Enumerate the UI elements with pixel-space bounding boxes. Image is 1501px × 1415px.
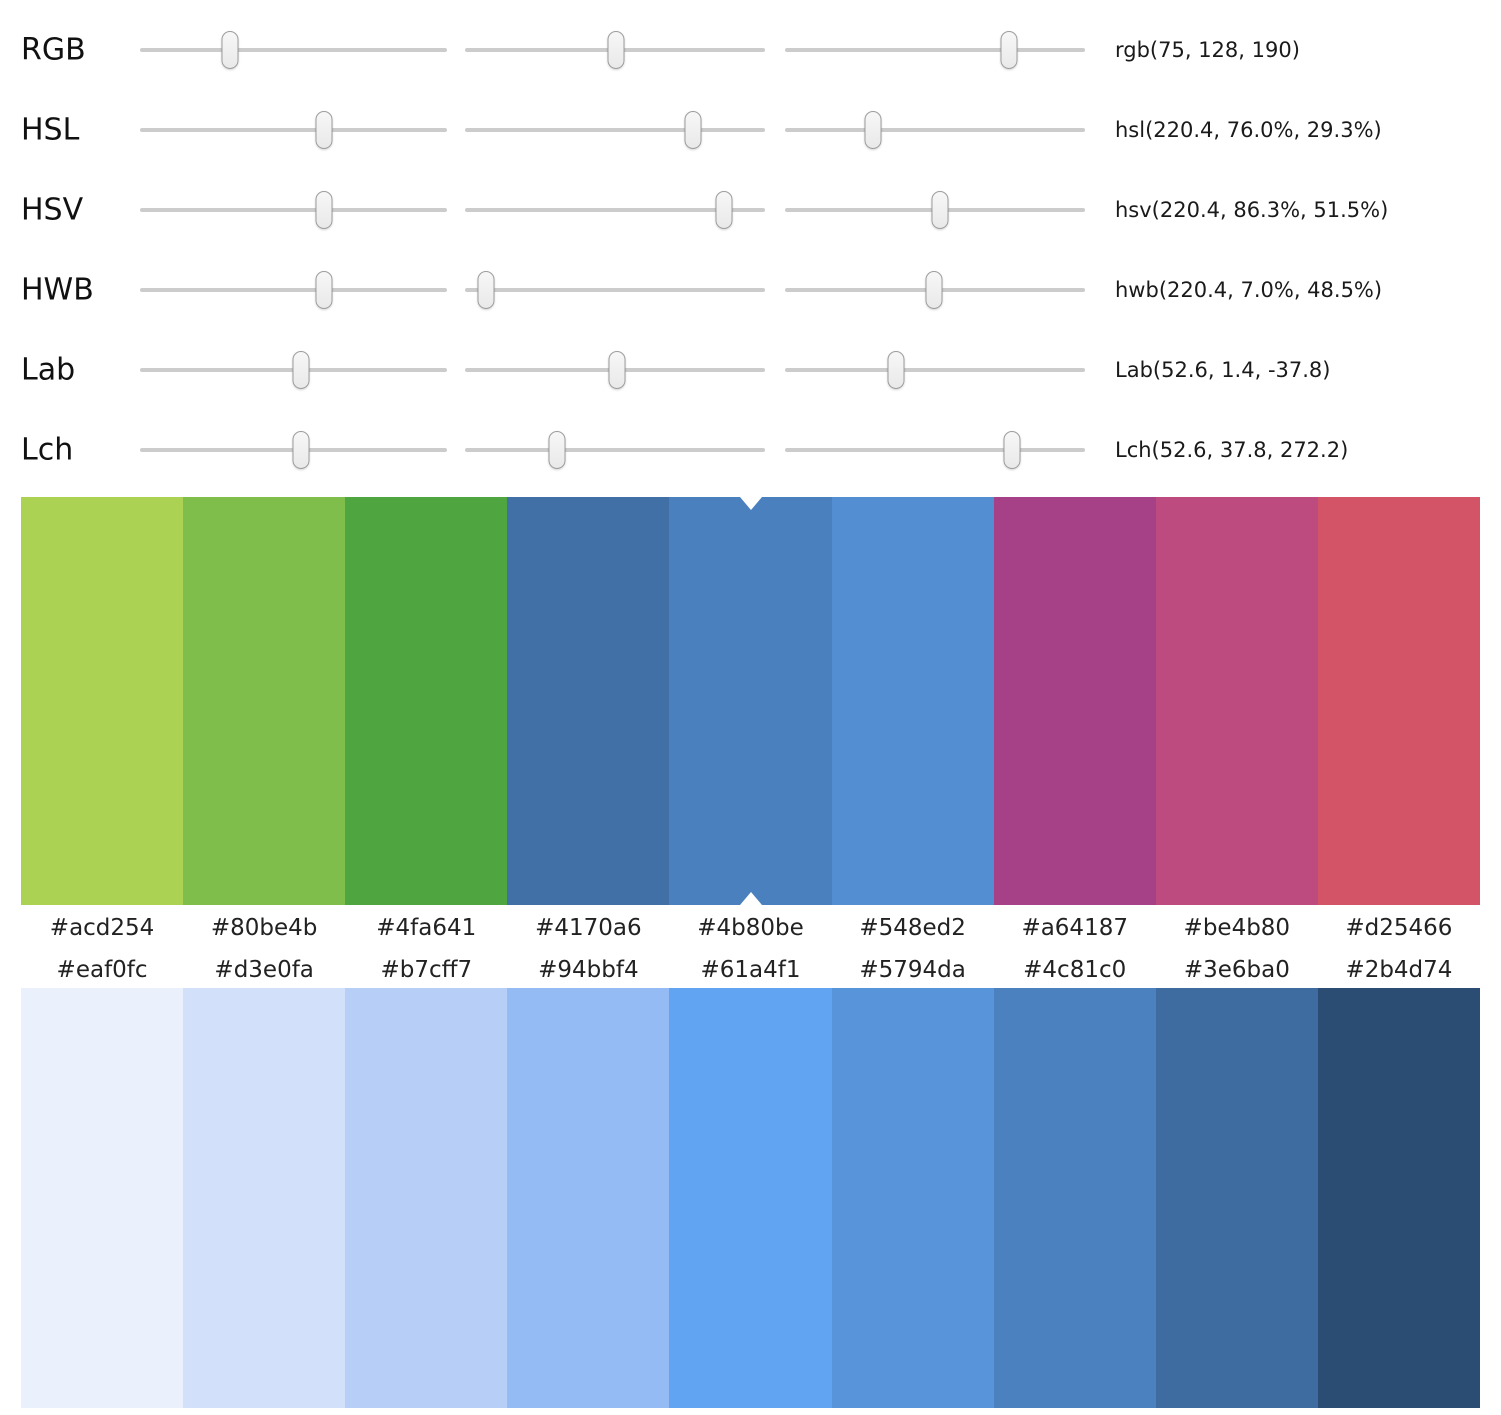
colorspace-label-hwb: HWB (21, 272, 94, 308)
lightness-swatch[interactable] (1155, 988, 1318, 1408)
slider-row-hwb: HWB hwb(220.4, 7.0%, 48.5%) (0, 250, 1501, 330)
hsv-s-slider-track[interactable] (465, 191, 765, 229)
lightness-hex-label: #61a4f1 (700, 956, 801, 983)
hue-swatch[interactable] (507, 497, 670, 905)
lightness-swatch[interactable] (831, 988, 994, 1408)
lightness-hex-label: #eaf0fc (56, 956, 148, 983)
hsv-s-slider-thumb[interactable] (715, 191, 733, 229)
hue-hex-label: #80be4b (210, 915, 318, 941)
hue-swatch[interactable] (993, 497, 1156, 905)
lightness-swatch[interactable] (21, 988, 184, 1408)
lightness-hex-labels: #eaf0fc #d3e0fa #b7cff7 #94bbf4 #61a4f1 … (21, 951, 1480, 988)
hsl-value-text: hsl(220.4, 76.0%, 29.3%) (1115, 118, 1382, 142)
hue-hex-label: #a64187 (1021, 915, 1128, 941)
lab-a-slider-track[interactable] (465, 351, 765, 389)
lch-h-slider-thumb[interactable] (1003, 431, 1021, 469)
colorspace-label-hsl: HSL (21, 112, 80, 148)
hwb-h-slider-track[interactable] (140, 271, 447, 309)
slider-row-hsv: HSV hsv(220.4, 86.3%, 51.5%) (0, 170, 1501, 250)
lab-b-slider-track[interactable] (785, 351, 1085, 389)
hsl-s-slider-track[interactable] (465, 111, 765, 149)
lightness-swatch[interactable] (183, 988, 346, 1408)
hue-swatch[interactable] (831, 497, 994, 905)
hue-swatch[interactable] (1155, 497, 1318, 905)
hsv-value-text: hsv(220.4, 86.3%, 51.5%) (1115, 198, 1389, 222)
lab-b-slider-thumb[interactable] (887, 351, 905, 389)
lightness-hex-label: #b7cff7 (380, 956, 473, 983)
hwb-w-slider-thumb[interactable] (477, 271, 495, 309)
lightness-swatch[interactable] (507, 988, 670, 1408)
lightness-swatch[interactable] (669, 988, 832, 1408)
hsl-l-slider-track[interactable] (785, 111, 1085, 149)
hue-hex-label: #4fa641 (376, 915, 477, 941)
hue-hex-label: #acd254 (49, 915, 155, 941)
lightness-hex-label: #d3e0fa (214, 956, 314, 983)
hwb-w-slider-track[interactable] (465, 271, 765, 309)
lightness-hex-label: #2b4d74 (1345, 956, 1453, 983)
hue-swatch[interactable] (21, 497, 184, 905)
hue-hex-label: #548ed2 (859, 915, 966, 941)
slider-row-lch: Lch Lch(52.6, 37.8, 272.2) (0, 410, 1501, 490)
lab-l-slider-thumb[interactable] (292, 351, 310, 389)
hue-swatch[interactable] (183, 497, 346, 905)
hue-swatch-selected[interactable] (669, 497, 832, 905)
hsv-h-slider-thumb[interactable] (315, 191, 333, 229)
lightness-hex-label: #5794da (859, 956, 966, 983)
lightness-hex-label: #94bbf4 (538, 956, 639, 983)
lightness-swatch[interactable] (1317, 988, 1480, 1408)
hue-hex-label: #4170a6 (535, 915, 642, 941)
hsl-h-slider-track[interactable] (140, 111, 447, 149)
rgb-g-slider-thumb[interactable] (607, 31, 625, 69)
hue-palette (21, 497, 1480, 905)
hsl-s-slider-thumb[interactable] (684, 111, 702, 149)
rgb-r-slider-thumb[interactable] (221, 31, 239, 69)
colorspace-label-lab: Lab (21, 352, 76, 388)
lch-l-slider-track[interactable] (140, 431, 447, 469)
hue-hex-labels: #acd254 #80be4b #4fa641 #4170a6 #4b80be … (21, 905, 1480, 951)
lch-l-slider-thumb[interactable] (292, 431, 310, 469)
colorspace-label-rgb: RGB (21, 32, 86, 68)
rgb-value-text: rgb(75, 128, 190) (1115, 38, 1300, 62)
hwb-b-slider-thumb[interactable] (925, 271, 942, 309)
lightness-swatch[interactable] (993, 988, 1156, 1408)
lightness-palette (21, 988, 1480, 1408)
lch-h-slider-track[interactable] (785, 431, 1085, 469)
slider-row-rgb: RGB rgb(75, 128, 190) (0, 10, 1501, 90)
colorspace-label-lch: Lch (21, 432, 74, 468)
lab-l-slider-track[interactable] (140, 351, 447, 389)
hue-hex-label: #be4b80 (1183, 915, 1291, 941)
hsl-l-slider-thumb[interactable] (864, 111, 882, 149)
lab-a-slider-thumb[interactable] (608, 351, 626, 389)
hwb-b-slider-track[interactable] (785, 271, 1085, 309)
lch-value-text: Lch(52.6, 37.8, 272.2) (1115, 438, 1349, 462)
lch-c-slider-track[interactable] (465, 431, 765, 469)
hue-swatch[interactable] (345, 497, 508, 905)
rgb-g-slider-track[interactable] (465, 31, 765, 69)
hsl-h-slider-thumb[interactable] (315, 111, 333, 149)
hue-hex-label-selected: #4b80be (697, 915, 804, 941)
rgb-r-slider-track[interactable] (140, 31, 447, 69)
hsv-v-slider-track[interactable] (785, 191, 1085, 229)
hue-hex-label: #d25466 (1345, 915, 1453, 941)
hwb-value-text: hwb(220.4, 7.0%, 48.5%) (1115, 278, 1383, 302)
lightness-hex-label: #3e6ba0 (1183, 956, 1290, 983)
slider-row-lab: Lab Lab(52.6, 1.4, -37.8) (0, 330, 1501, 410)
hsv-h-slider-track[interactable] (140, 191, 447, 229)
hue-swatch[interactable] (1317, 497, 1480, 905)
slider-row-hsl: HSL hsl(220.4, 76.0%, 29.3%) (0, 90, 1501, 170)
lch-c-slider-thumb[interactable] (548, 431, 565, 469)
hsv-v-slider-thumb[interactable] (931, 191, 948, 229)
rgb-b-slider-track[interactable] (785, 31, 1085, 69)
lightness-swatch[interactable] (345, 988, 508, 1408)
lightness-hex-label: #4c81c0 (1023, 956, 1127, 983)
hwb-h-slider-thumb[interactable] (315, 271, 333, 309)
rgb-b-slider-thumb[interactable] (1000, 31, 1017, 69)
colorspace-sliders: RGB rgb(75, 128, 190) HSL hsl(220.4, 76.… (0, 0, 1501, 490)
colorspace-label-hsv: HSV (21, 192, 84, 228)
lab-value-text: Lab(52.6, 1.4, -37.8) (1115, 358, 1331, 382)
